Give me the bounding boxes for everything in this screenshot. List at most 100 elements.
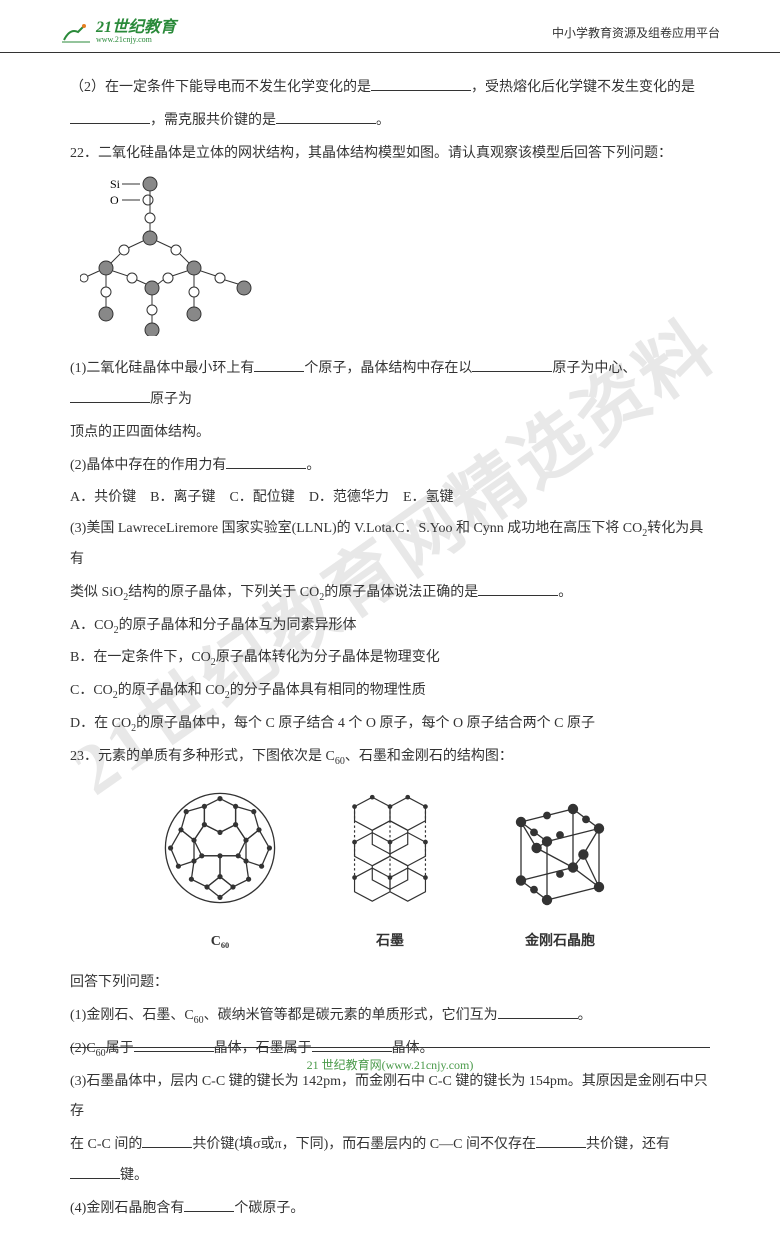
content-body: （2）在一定条件下能导电而不发生化学变化的是 ，受热熔化后化学键不发生变化的是 ，… bbox=[0, 53, 780, 1237]
blank-input[interactable] bbox=[254, 355, 304, 372]
q21-part2: （2）在一定条件下能导电而不发生化学变化的是 ，受热熔化后化学键不发生变化的是 bbox=[70, 73, 710, 104]
option-d[interactable]: D．范德华力 bbox=[309, 490, 389, 505]
page-header: 21世纪教育 www.21cnjy.com 中小学教育资源及组卷应用平台 bbox=[0, 0, 780, 53]
graphite-item: 石墨 bbox=[325, 783, 455, 959]
text: 的原子晶体和 CO bbox=[118, 683, 225, 698]
text: 23．元素的单质有多种形式，下图依次是 C bbox=[70, 749, 335, 764]
option-e[interactable]: E．氢键 bbox=[403, 490, 454, 505]
text: B．在一定条件下，CO bbox=[70, 650, 211, 665]
text: 晶体，石墨属于 bbox=[214, 1041, 312, 1056]
header-platform-text: 中小学教育资源及组卷应用平台 bbox=[552, 24, 720, 41]
q22-options: A．共价键 B．离子键 C．配位键 D．范德华力 E．氢键 bbox=[70, 490, 454, 505]
text: ，需克服共价键的是 bbox=[150, 113, 276, 128]
blank-input[interactable] bbox=[226, 452, 306, 469]
text: 的分子晶体具有相同的物理性质 bbox=[230, 683, 426, 698]
text: (2)C bbox=[70, 1041, 96, 1056]
text: (1)金刚石、石墨、C bbox=[70, 1008, 194, 1023]
text: C．CO bbox=[70, 683, 113, 698]
logo-icon bbox=[60, 20, 92, 44]
graphite-diagram bbox=[325, 783, 455, 913]
diamond-diagram bbox=[495, 783, 625, 913]
blank-input[interactable] bbox=[276, 107, 376, 124]
text: 。 bbox=[578, 1008, 592, 1023]
c60-item: C₆₀ bbox=[155, 783, 285, 959]
blank-input[interactable] bbox=[142, 1131, 192, 1148]
option-c[interactable]: C．配位键 bbox=[229, 490, 294, 505]
q22-2: (2)晶体中存在的作用力有 。 bbox=[70, 451, 710, 482]
text: 在 C-C 间的 bbox=[70, 1137, 142, 1152]
o-label: O bbox=[110, 193, 119, 207]
q23-2: (2)C60属于 晶体，石墨属于 晶体。 bbox=[70, 1034, 710, 1065]
q22-3-opt-a[interactable]: A．CO2的原子晶体和分子晶体互为同素异形体 bbox=[70, 611, 710, 642]
text: 。 bbox=[306, 458, 320, 473]
q22-stem: 22．二氧化硅晶体是立体的网状结构，其晶体结构模型如图。请认真观察该模型后回答下… bbox=[70, 139, 710, 170]
text: 属于 bbox=[106, 1041, 134, 1056]
q23-answer-heading: 回答下列问题： bbox=[70, 968, 710, 999]
text: (1)二氧化硅晶体中最小环上有 bbox=[70, 361, 254, 376]
q23-1: (1)金刚石、石墨、C60、碳纳米管等都是碳元素的单质形式，它们互为。 bbox=[70, 1001, 710, 1032]
logo-sub: www.21cnjy.com bbox=[96, 36, 176, 44]
text: 的原子晶体说法正确的是 bbox=[324, 585, 478, 600]
text: A．CO bbox=[70, 618, 114, 633]
text: 原子为 bbox=[150, 392, 192, 407]
option-a[interactable]: A．共价键 bbox=[70, 490, 136, 505]
text: (2)晶体中存在的作用力有 bbox=[70, 458, 226, 473]
q22-1: (1)二氧化硅晶体中最小环上有 个原子，晶体结构中存在以 原子为中心、原子为 bbox=[70, 354, 710, 416]
text: 共价键，还有 bbox=[586, 1137, 670, 1152]
q23-3: (3)石墨晶体中，层内 C-C 键的键长为 142pm，而金刚石中 C-C 键的… bbox=[70, 1067, 710, 1129]
text: 原子晶体转化为分子晶体是物理变化 bbox=[216, 650, 440, 665]
q23-4: (4)金刚石晶胞含有 个碳原子。 bbox=[70, 1194, 710, 1225]
sub: 60 bbox=[335, 756, 345, 767]
blank-input[interactable] bbox=[70, 107, 150, 124]
text: 共价键(填σ或π，下同)，而石墨层内的 C—C 间不仅存在 bbox=[192, 1137, 536, 1152]
blank-input[interactable] bbox=[478, 579, 558, 596]
text: （2）在一定条件下能导电而不发生化学变化的是 bbox=[70, 80, 371, 95]
text: 的原子晶体和分子晶体互为同素异形体 bbox=[119, 618, 357, 633]
blank-input[interactable] bbox=[184, 1195, 234, 1212]
sio2-structure-diagram: Si O bbox=[80, 176, 260, 336]
q23-stem: 23．元素的单质有多种形式，下图依次是 C60、石墨和金刚石的结构图： bbox=[70, 742, 710, 773]
text: 。 bbox=[558, 585, 572, 600]
c60-label: C₆₀ bbox=[155, 927, 285, 958]
option-b[interactable]: B．离子键 bbox=[150, 490, 215, 505]
text: 键。 bbox=[120, 1168, 148, 1183]
text: D．在 CO bbox=[70, 716, 131, 731]
text: 。 bbox=[376, 113, 390, 128]
q22-3-opt-c[interactable]: C．CO2的原子晶体和 CO2的分子晶体具有相同的物理性质 bbox=[70, 676, 710, 707]
q22-1-cont: 顶点的正四面体结构。 bbox=[70, 418, 710, 449]
blank-input[interactable] bbox=[134, 1035, 214, 1052]
text: (4)金刚石晶胞含有 bbox=[70, 1201, 184, 1216]
si-label: Si bbox=[110, 177, 121, 191]
q22-3-opt-d[interactable]: D．在 CO2的原子晶体中，每个 C 原子结合 4 个 O 原子，每个 O 原子… bbox=[70, 709, 710, 740]
sub: 60 bbox=[96, 1048, 106, 1059]
text: ，受热熔化后化学键不发生变化的是 bbox=[471, 80, 695, 95]
text: 、石墨和金刚石的结构图： bbox=[345, 749, 513, 764]
blank-input[interactable] bbox=[536, 1131, 586, 1148]
text: 个原子，晶体结构中存在以 bbox=[304, 361, 472, 376]
q22-3: (3)美国 LawreceLiremore 国家实验室(LLNL)的 V.Lot… bbox=[70, 514, 710, 576]
logo-main: 21世纪教育 bbox=[96, 20, 176, 36]
blank-input[interactable] bbox=[472, 355, 552, 372]
carbon-diagrams-row: C₆₀ bbox=[70, 783, 710, 959]
q22-3-opt-b[interactable]: B．在一定条件下，CO2原子晶体转化为分子晶体是物理变化 bbox=[70, 643, 710, 674]
blank-input[interactable] bbox=[312, 1035, 392, 1052]
sub: 60 bbox=[194, 1015, 204, 1026]
c60-diagram bbox=[155, 783, 285, 913]
text: 原子为中心、 bbox=[552, 361, 636, 376]
q22-3-cont: 类似 SiO2结构的原子晶体，下列关于 CO2的原子晶体说法正确的是。 bbox=[70, 578, 710, 609]
text: 个碳原子。 bbox=[234, 1201, 304, 1216]
graphite-label: 石墨 bbox=[325, 927, 455, 958]
blank-input[interactable] bbox=[70, 1162, 120, 1179]
blank-input[interactable] bbox=[70, 386, 150, 403]
blank-input[interactable] bbox=[371, 74, 471, 91]
text: 类似 SiO bbox=[70, 585, 123, 600]
text: 的原子晶体中，每个 C 原子结合 4 个 O 原子，每个 O 原子结合两个 C … bbox=[136, 716, 595, 731]
text: 晶体。 bbox=[392, 1041, 434, 1056]
text: 结构的原子晶体，下列关于 CO bbox=[128, 585, 319, 600]
blank-input[interactable] bbox=[498, 1002, 578, 1019]
logo-text: 21世纪教育 www.21cnjy.com bbox=[96, 20, 176, 44]
diamond-label: 金刚石晶胞 bbox=[495, 927, 625, 958]
text: (3)美国 LawreceLiremore 国家实验室(LLNL)的 V.Lot… bbox=[70, 521, 642, 536]
q21-part2-cont: ，需克服共价键的是 。 bbox=[70, 106, 710, 137]
q23-3-cont: 在 C-C 间的 共价键(填σ或π，下同)，而石墨层内的 C—C 间不仅存在 共价键… bbox=[70, 1130, 710, 1192]
